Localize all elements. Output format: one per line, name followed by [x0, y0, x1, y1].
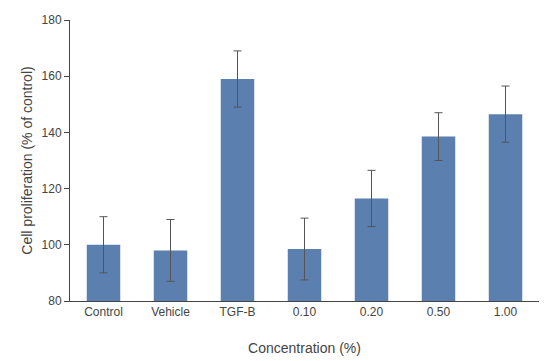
- svg-text:1.00: 1.00: [494, 305, 518, 319]
- svg-text:180: 180: [42, 13, 62, 27]
- svg-text:0.50: 0.50: [427, 305, 451, 319]
- svg-text:120: 120: [42, 182, 62, 196]
- svg-text:160: 160: [42, 69, 62, 83]
- svg-text:TGF-B: TGF-B: [220, 305, 256, 319]
- svg-text:0.10: 0.10: [293, 305, 317, 319]
- svg-text:Concentration (%): Concentration (%): [248, 340, 361, 356]
- svg-text:80: 80: [48, 294, 62, 308]
- svg-text:Vehicle: Vehicle: [151, 305, 190, 319]
- svg-text:Control: Control: [84, 305, 123, 319]
- svg-text:100: 100: [42, 238, 62, 252]
- svg-text:Cell proliferation (% of contr: Cell proliferation (% of control): [19, 66, 35, 254]
- svg-text:0.20: 0.20: [360, 305, 384, 319]
- svg-text:140: 140: [42, 126, 62, 140]
